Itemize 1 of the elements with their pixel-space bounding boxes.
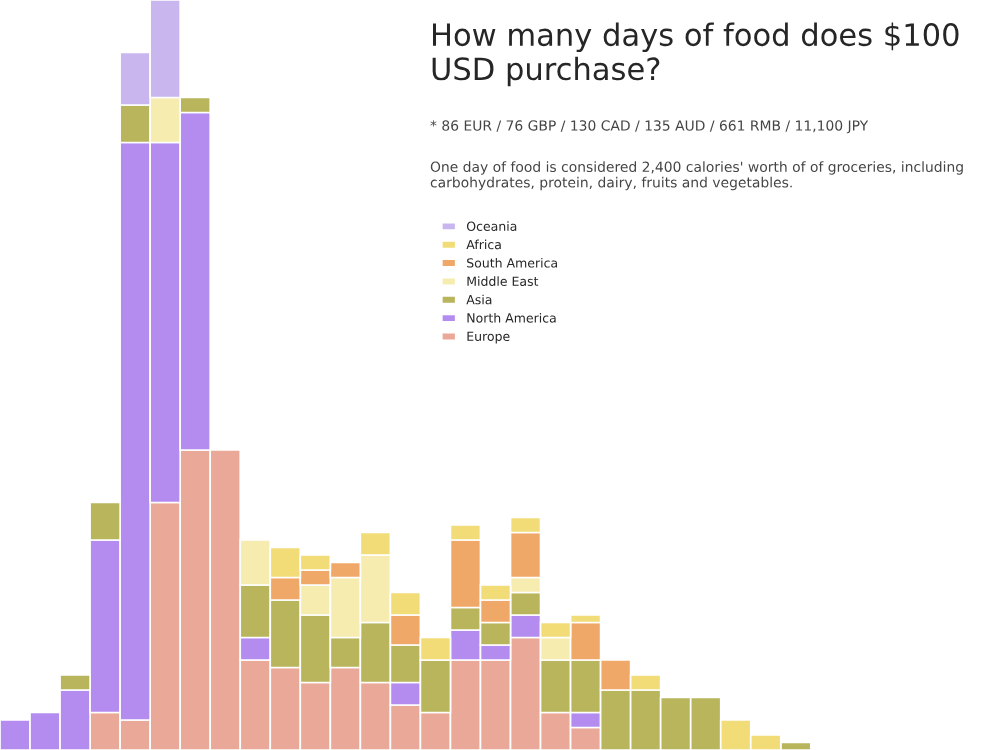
text: How many days of food does $100 USD purchase? [432, 22, 959, 87]
